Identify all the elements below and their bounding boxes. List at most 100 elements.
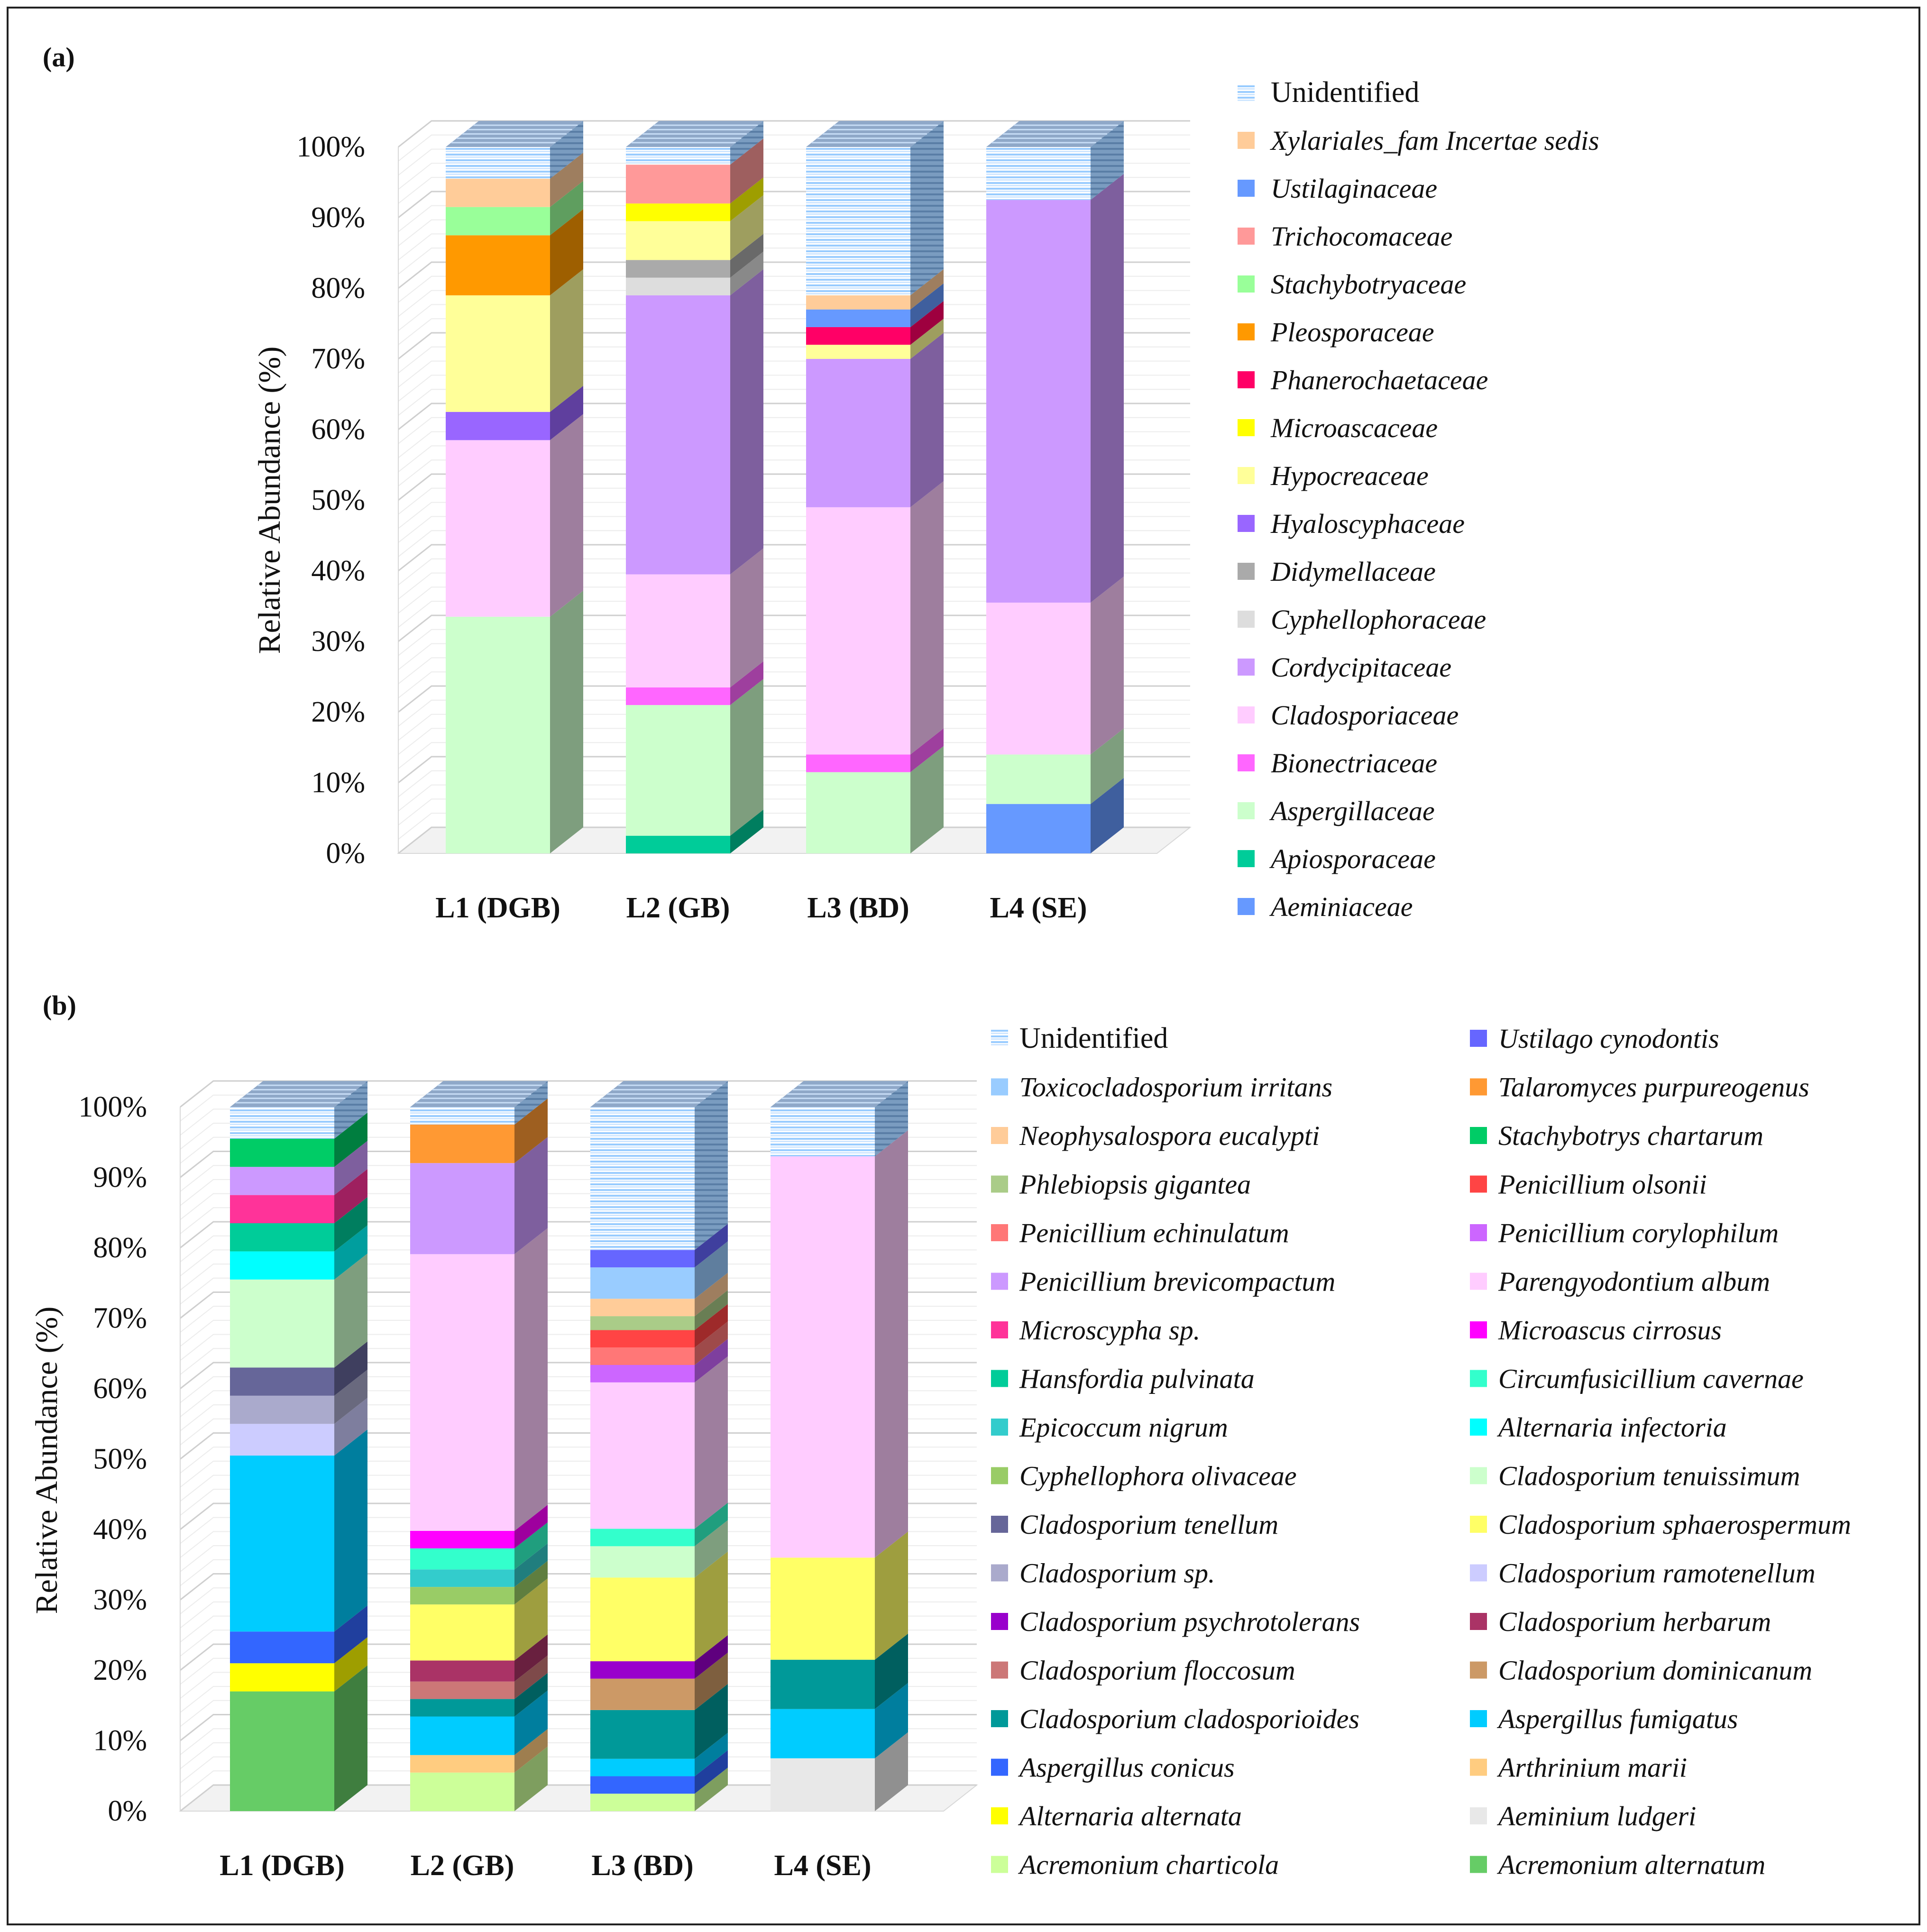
legend-swatch-unidentified [1238,84,1255,101]
legend-swatch-cyphellophora-olivaceae [991,1467,1008,1484]
legend-label-penicillium-corylophilum: Penicillium corylophilum [1498,1218,1779,1248]
bar-segment-l3-bd-phlebiopsis-gigantea [590,1316,695,1330]
bar-segment-l4-se-aspergillus-fumigatus [771,1709,875,1758]
bar-side-l2-gb-arthrinium-marii [514,1729,548,1773]
legend-label-penicillium-echinulatum: Penicillium echinulatum [1019,1218,1289,1248]
bar-segment-l2-gb-cladosporium-sphaerospermum [410,1604,514,1661]
bar-side-l3-bd-unidentified [910,121,944,295]
bar-side-l2-gb-cladosporiaceae [730,548,763,687]
bar-side-l3-bd-toxicocladosporium-irritans [695,1241,728,1299]
y-tick-label: 30% [311,625,365,658]
bar-side-l1-dgb-hansfordia-pulvinata [334,1197,367,1252]
bar-side-l2-gb-cladosporium-herbarum [514,1634,548,1682]
panel-b: (b) 0% 10% 20% 30% 40% 50% 60% 70% 80% 90% 100% Rela… [29,990,1851,1882]
bar-side-l2-gb-circumfusicillium-cavernae [514,1522,548,1570]
bar-segment-l1-dgb-cladosporiaceae [446,440,550,617]
legend-swatch-penicillium-brevicompactum [991,1273,1008,1290]
legend-swatch-aspergillus-fumigatus [1470,1710,1487,1727]
legend-swatch-cladosporium-floccosum [991,1661,1008,1679]
bar-side-l3-bd-bionectriaceae [910,728,944,772]
bar-segment-l2-gb-cyphellophoraceae [626,277,730,295]
bar-side-l1-dgb-unidentified [550,121,583,179]
legend-swatch-aeminium-ludgeri [1470,1807,1487,1824]
category-label: L4 (SE) [774,1850,872,1882]
legend-swatch-microascaceae [1238,419,1255,436]
bar-segment-l1-dgb-pleosporaceae [446,235,550,295]
bar-segment-l1-dgb-hyaloscyphaceae [446,412,550,440]
bar-segment-l3-bd-bionectriaceae [806,754,910,772]
legend-swatch-penicillium-echinulatum [991,1224,1008,1241]
legend-label-unidentified: Unidentified [1271,76,1419,109]
y-tick-label: 20% [311,696,365,728]
y-tick-label: 60% [311,413,365,446]
y-tick-label: 100% [296,131,365,163]
y-tick-label: 0% [108,1795,147,1827]
legend-label-cladosporium-sp: Cladosporium sp. [1019,1558,1215,1589]
bar-segment-l1-dgb-cladosporium-ramotenellum [230,1424,334,1456]
legend-swatch-acremonium-charticola [991,1856,1008,1873]
legend-swatch-cladosporium-sp [991,1564,1008,1582]
legend-label-stachybotrys-chartarum: Stachybotrys chartarum [1498,1120,1763,1151]
bar-segment-l1-dgb-aspergillus-fumigatus [230,1456,334,1632]
legend-swatch-hansfordia-pulvinata [991,1370,1008,1387]
legend-label-cladosporium-cladosporioides: Cladosporium cladosporioides [1019,1703,1359,1734]
bar-segment-l1-dgb-aspergillus-conicus [230,1631,334,1664]
bar-segment-l3-bd-aspergillaceae [806,772,910,853]
bar-side-l3-bd-cladosporium-psychrotolerans [695,1635,728,1679]
legend-label-cyphellophora-olivaceae: Cyphellophora olivaceae [1019,1461,1297,1492]
bar-side-l1-dgb-xylariales-fam-incertae-sedis [550,153,583,207]
legend-swatch-xylariales-fam-incertae-sedis [1238,132,1255,149]
bar-side-l2-gb-parengyodontium-album [514,1228,548,1531]
legend-swatch-bionectriaceae [1238,754,1255,771]
bar-segment-l1-dgb-stachybotryaceae [446,207,550,236]
bar-side-l3-bd-aspergillus-fumigatus [695,1732,728,1776]
bar-side-l2-gb-cyphellophoraceae [730,251,763,295]
y-tick-label: 30% [93,1584,147,1616]
legend-label-aspergillaceae: Aspergillaceae [1269,796,1435,826]
panel-a: (a) 0% 10% 20% 30% 40% 50% 60% 70% 80% 90% 100% Rela… [43,42,1599,924]
bar-segment-l1-dgb-hansfordia-pulvinata [230,1223,334,1252]
bar-segment-l1-dgb-microscypha-sp [230,1195,334,1224]
bar-side-l1-dgb-acremonium-alternatum [334,1665,367,1811]
bar-segment-l4-se-cladosporium-sphaerospermum [771,1557,875,1660]
legend-swatch-epicoccum-nigrum [991,1419,1008,1436]
bar-segment-l3-bd-cladosporium-dominicanum [590,1678,695,1710]
y-tick-label: 80% [311,272,365,304]
bar-side-l4-se-aeminium-ludgeri [875,1732,908,1811]
bar-side-l1-dgb-cladosporium-ramotenellum [334,1398,367,1456]
bar-segment-l4-se-parengyodontium-album [771,1156,875,1558]
legend-swatch-alternaria-infectoria [1470,1419,1487,1436]
legend-swatch-ustilaginaceae [1238,180,1255,197]
legend-label-hypocreaceae: Hypocreaceae [1270,460,1429,491]
bar-segment-l2-gb-hypocreaceae [626,221,730,260]
bar-segment-l3-bd-cladosporiaceae [806,507,910,755]
bar-side-l3-bd-hypocreaceae [910,319,944,359]
legend-label-hyaloscyphaceae: Hyaloscyphaceae [1270,508,1465,539]
legend-label-microascus-cirrosus: Microascus cirrosus [1498,1315,1722,1346]
legend-swatch-trichocomaceae [1238,228,1255,245]
y-tick-label: 40% [93,1513,147,1546]
legend-label-toxicocladosporium-irritans: Toxicocladosporium irritans [1019,1072,1332,1103]
legend-swatch-cladosporium-cladosporioides [991,1710,1008,1727]
bar-segment-l3-bd-toxicocladosporium-irritans [590,1267,695,1299]
y-tick-label: 0% [326,837,365,870]
legend-label-aspergillus-conicus: Aspergillus conicus [1018,1752,1235,1783]
bar-segment-l3-bd-cladosporium-cladosporioides [590,1710,695,1759]
legend-label-cladosporium-tenellum: Cladosporium tenellum [1019,1509,1278,1540]
bar-side-l1-dgb-aspergillus-conicus [334,1605,367,1664]
legend-swatch-stachybotryaceae [1238,275,1255,293]
legend-label-cladosporium-dominicanum: Cladosporium dominicanum [1498,1655,1812,1686]
legend-swatch-aspergillaceae [1238,802,1255,819]
bar-segment-l3-bd-neophysalospora-eucalypti [590,1299,695,1317]
bar-segment-l2-gb-microascaceae [626,203,730,221]
bar-side-l3-bd-xylariales-fam-incertae-sedis [910,269,944,310]
bar-side-l3-bd-neophysalospora-eucalypti [695,1273,728,1317]
bar-side-l2-gb-unidentified [730,121,763,165]
y-tick-label: 50% [311,484,365,516]
legend-label-phanerochaetaceae: Phanerochaetaceae [1270,365,1488,395]
bar-side-l3-bd-aspergillus-conicus [695,1750,728,1794]
legend-swatch-circumfusicillium-cavernae [1470,1370,1487,1387]
bar-side-l2-gb-cladosporium-cladosporioides [514,1673,548,1717]
legend-label-microscypha-sp: Microscypha sp. [1019,1315,1200,1346]
legend-swatch-penicillium-corylophilum [1470,1224,1487,1241]
